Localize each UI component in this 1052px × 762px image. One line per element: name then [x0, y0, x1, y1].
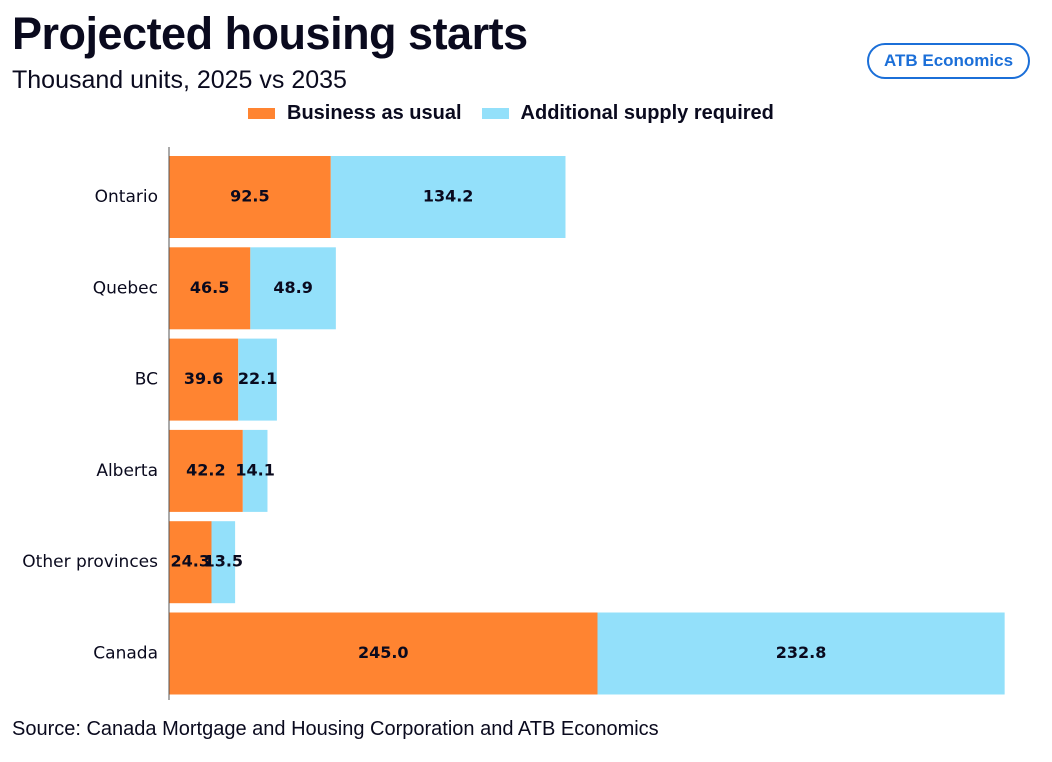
bar-other-provinces-additional-supply [211, 521, 236, 604]
data-label-ontario-business-as-usual: 92.5 [230, 187, 269, 206]
data-label-other-provinces-additional-supply: 13.5 [204, 552, 243, 571]
data-label-other-provinces-business-as-usual: 24.3 [171, 552, 210, 571]
bar-alberta-additional-supply [242, 429, 268, 512]
category-label-ontario: Ontario [95, 187, 158, 207]
data-label-bc-business-as-usual: 39.6 [184, 369, 223, 388]
bar-ontario-business-as-usual [169, 156, 331, 238]
category-label-quebec: Quebec [93, 278, 158, 298]
bar-canada-additional-supply [597, 612, 1005, 695]
brand-badge: ATB Economics [867, 43, 1030, 79]
data-label-bc-additional-supply: 22.1 [238, 369, 277, 388]
data-label-quebec-business-as-usual: 46.5 [190, 278, 229, 297]
data-label-alberta-business-as-usual: 42.2 [186, 460, 225, 479]
bar-other-provinces-business-as-usual [169, 521, 212, 604]
bar-ontario-additional-supply [330, 156, 566, 238]
data-label-ontario-additional-supply: 134.2 [423, 187, 474, 206]
category-label-alberta: Alberta [96, 461, 158, 481]
legend-item-business-as-usual: Business as usual [248, 102, 462, 125]
data-label-canada-business-as-usual: 245.0 [358, 643, 409, 662]
bar-quebec-additional-supply [250, 247, 336, 330]
category-label-other-provinces: Other provinces [22, 552, 158, 572]
legend-item-additional-supply: Additional supply required [481, 101, 774, 125]
bar-alberta-business-as-usual [169, 429, 243, 512]
bar-quebec-business-as-usual [169, 247, 251, 330]
legend: Business as usual Additional supply requ… [248, 101, 774, 125]
bar-bc-additional-supply [238, 338, 277, 421]
category-label-bc: BC [135, 370, 158, 390]
chart-subtitle: Thousand units, 2025 vs 2035 [12, 66, 347, 94]
legend-label-additional-supply: Additional supply required [520, 101, 774, 124]
bar-canada-business-as-usual [169, 612, 598, 695]
legend-swatch-business-as-usual [248, 107, 275, 119]
chart-title: Projected housing starts [12, 8, 528, 59]
legend-label-business-as-usual: Business as usual [287, 101, 462, 124]
data-label-canada-additional-supply: 232.8 [776, 643, 827, 662]
data-label-alberta-additional-supply: 14.1 [235, 460, 274, 479]
legend-swatch-additional-supply [481, 107, 509, 119]
category-label-canada: Canada [93, 644, 158, 664]
data-label-quebec-additional-supply: 48.9 [273, 278, 312, 297]
source-note: Source: Canada Mortgage and Housing Corp… [12, 718, 659, 740]
bar-bc-business-as-usual [169, 338, 239, 421]
